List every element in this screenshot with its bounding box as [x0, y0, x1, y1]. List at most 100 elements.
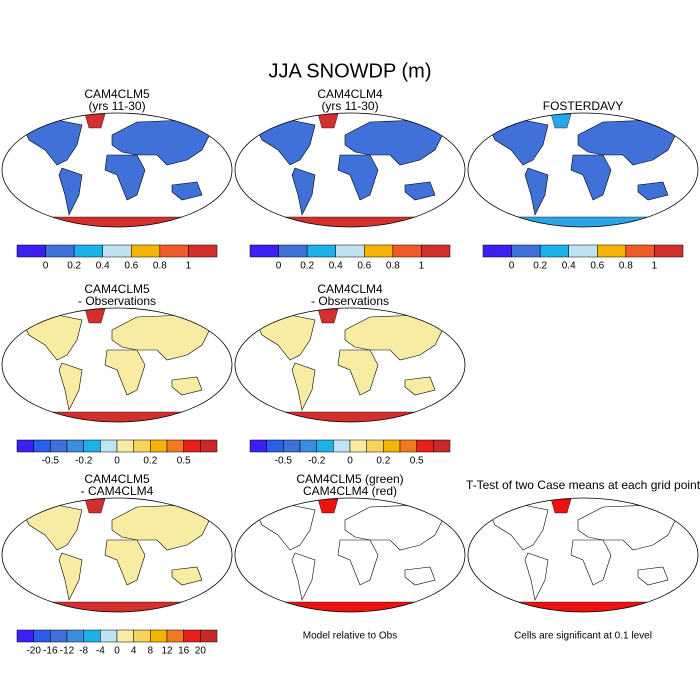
colorbar-swatch	[150, 629, 168, 643]
colorbar-swatch	[131, 244, 161, 258]
colorbar-label: 8	[148, 646, 154, 657]
colorbar-swatch	[316, 439, 334, 453]
colorbar-swatch	[333, 439, 351, 453]
colorbar-swatch	[33, 439, 51, 453]
colorbar-label: 0.8	[153, 261, 167, 272]
colorbar-swatch	[183, 439, 201, 453]
colorbar-label: 0.5	[177, 456, 191, 467]
panel: CAM4CLM4(yrs 11-30) 0 0.2 0.4 0.6 0.8 1	[234, 87, 466, 272]
globe-outline	[467, 112, 699, 228]
colorbar-swatch	[133, 629, 151, 643]
colorbar-label: -12	[60, 646, 75, 657]
colorbar-swatch	[335, 244, 365, 258]
globe-outline	[1, 307, 233, 423]
panel-title: T-Test of two Case means at each grid po…	[466, 478, 700, 492]
panel-title: CAM4CLM4 (red)	[303, 484, 397, 498]
map	[467, 497, 699, 613]
colorbar-swatch	[278, 244, 308, 258]
colorbar-swatch	[654, 244, 684, 258]
colorbar-swatch	[45, 244, 75, 258]
globe-outline	[1, 497, 233, 613]
colorbar-label: -4	[96, 646, 105, 657]
map	[467, 112, 699, 228]
colorbar-swatch	[33, 629, 51, 643]
panel: CAM4CLM5- CAM4CLM4 -20 -16 -12 -8 -4 0 4 8 12 16 20	[1, 472, 233, 657]
panel: CAM4CLM5- Observations -0.5 -0.2 0 0.2 0.5	[1, 282, 233, 467]
colorbar-swatch	[16, 629, 34, 643]
colorbar-swatch	[568, 244, 598, 258]
map	[234, 497, 466, 613]
colorbar-swatch	[416, 439, 434, 453]
colorbar-label: 0.4	[562, 261, 576, 272]
colorbar-swatch	[73, 244, 103, 258]
colorbar-label: 1	[419, 261, 425, 272]
colorbar-label: 0.6	[124, 261, 138, 272]
colorbar-swatch	[166, 439, 184, 453]
colorbar-label: 12	[161, 646, 173, 657]
colorbar-swatch	[364, 244, 394, 258]
colorbar-label: 0	[509, 261, 515, 272]
colorbar-label: 0.2	[67, 261, 81, 272]
colorbar-swatch	[299, 439, 317, 453]
colorbar-label: 0	[114, 456, 120, 467]
colorbar-label: -0.2	[75, 456, 93, 467]
figure-title: JJA SNOWDP (m)	[269, 60, 432, 82]
colorbar-label: -20	[26, 646, 41, 657]
colorbar-swatch	[66, 629, 84, 643]
colorbar-swatch	[392, 244, 422, 258]
globe-outline	[467, 497, 699, 613]
colorbar-label: 0.8	[386, 261, 400, 272]
colorbar-swatch	[399, 439, 417, 453]
colorbar-label: -0.5	[42, 456, 60, 467]
colorbar-swatch	[539, 244, 569, 258]
colorbar-swatch	[597, 244, 627, 258]
colorbar-swatch	[116, 439, 134, 453]
colorbar-swatch	[200, 629, 218, 643]
colorbar-swatch	[349, 439, 367, 453]
globe-outline	[234, 307, 466, 423]
colorbar-label: 0	[43, 261, 49, 272]
colorbar-label: 1	[186, 261, 192, 272]
panel-title: CAM4CLM4	[317, 87, 383, 101]
panel-title: CAM4CLM5	[84, 87, 150, 101]
colorbar-swatch	[366, 439, 384, 453]
colorbar-swatch	[482, 244, 512, 258]
panel: FOSTERDAVY 0 0.2 0.4 0.6 0.8 1	[467, 99, 699, 272]
colorbar-swatch	[166, 629, 184, 643]
panel-title: (yrs 11-30)	[88, 99, 145, 113]
colorbar-swatch	[249, 244, 279, 258]
colorbar-label: 20	[195, 646, 207, 657]
colorbar-swatch	[511, 244, 541, 258]
panel-title: - Observations	[311, 294, 389, 308]
colorbar-label: -16	[43, 646, 58, 657]
panel-title: CAM4CLM5 (green)	[296, 472, 403, 486]
colorbar-label: 0.2	[376, 456, 390, 467]
colorbar-swatch	[421, 244, 451, 258]
colorbar-swatch	[249, 439, 267, 453]
panel-note: Model relative to Obs	[303, 631, 398, 642]
colorbar-swatch	[50, 439, 68, 453]
colorbar-label: 4	[131, 646, 137, 657]
colorbar-swatch	[159, 244, 189, 258]
panel-title: CAM4CLM4	[317, 282, 383, 296]
colorbar-swatch	[102, 244, 132, 258]
colorbar-label: 0.8	[619, 261, 633, 272]
panel-title: CAM4CLM5	[84, 472, 150, 486]
colorbar-swatch	[100, 439, 118, 453]
panel-title: - CAM4CLM4	[81, 484, 154, 498]
panel-title: - Observations	[78, 294, 156, 308]
colorbar-swatch	[188, 244, 218, 258]
colorbar-swatch	[83, 629, 101, 643]
panel: CAM4CLM5 (green)CAM4CLM4 (red) Model rela…	[234, 472, 466, 642]
colorbar-swatch	[100, 629, 118, 643]
map	[1, 307, 233, 423]
panel: CAM4CLM4- Observations -0.5 -0.2 0 0.2 0.5	[234, 282, 466, 467]
colorbar-label: -8	[79, 646, 88, 657]
colorbar-label: -0.2	[308, 456, 326, 467]
colorbar-swatch	[306, 244, 336, 258]
map	[234, 112, 466, 228]
colorbar-swatch	[433, 439, 451, 453]
map	[234, 307, 466, 423]
colorbar-label: 1	[652, 261, 658, 272]
